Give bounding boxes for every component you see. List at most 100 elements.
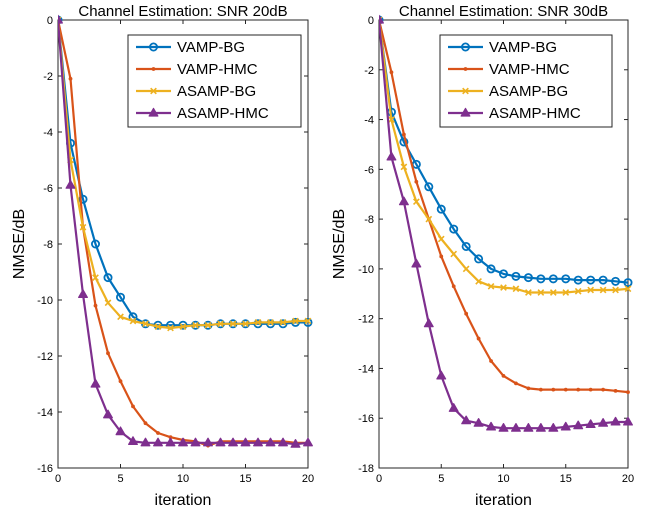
legend-item: ASAMP-BG: [136, 83, 256, 100]
data-point: [129, 317, 137, 325]
series-asamp-bg: [58, 16, 312, 332]
data-point: [401, 132, 406, 137]
data-point: [587, 286, 595, 294]
data-point: [560, 421, 571, 431]
data-point: [437, 235, 445, 243]
data-point: [79, 223, 87, 231]
data-point: [398, 196, 409, 206]
data-point: [511, 271, 521, 281]
data-point: [613, 388, 618, 393]
y-tick-label: -12: [358, 314, 374, 326]
legend-box: [439, 34, 613, 128]
y-tick-label: -16: [358, 413, 374, 425]
data-point: [576, 387, 581, 392]
data-point: [217, 320, 224, 328]
data-point: [464, 311, 469, 316]
data-point: [599, 286, 607, 294]
data-point: [90, 378, 101, 388]
data-point: [153, 437, 163, 447]
legend-label: ASAMP-HMC: [177, 105, 269, 122]
data-point: [611, 276, 621, 286]
legend-swatch-marker: [460, 107, 471, 117]
data-point: [548, 422, 559, 432]
data-point: [267, 319, 274, 326]
legend-swatch-marker: [460, 42, 470, 52]
y-tick-label: 0: [47, 15, 53, 27]
x-axis-title: iteration: [475, 492, 532, 509]
data-point: [523, 422, 534, 432]
chart-title: Channel Estimation: SNR 30dB: [399, 3, 608, 20]
data-point: [292, 317, 299, 325]
data-point: [240, 437, 251, 447]
data-point: [449, 224, 459, 234]
data-point: [601, 387, 606, 392]
data-point: [65, 180, 76, 189]
data-point: [229, 320, 237, 328]
data-point: [574, 287, 582, 295]
data-point: [623, 416, 633, 426]
data-point: [154, 323, 162, 330]
data-point: [451, 284, 456, 289]
legend-label: ASAMP-BG: [177, 83, 256, 100]
legend-item: ASAMP-BG: [448, 83, 568, 100]
data-point: [115, 426, 126, 436]
data-point: [573, 275, 583, 285]
data-point: [598, 418, 609, 427]
data-point: [290, 439, 301, 448]
data-point: [131, 404, 135, 409]
series-vamp-bg: [379, 15, 633, 288]
data-point: [436, 204, 446, 214]
data-point: [612, 286, 619, 294]
data-point: [486, 421, 497, 431]
legend-label: ASAMP-BG: [489, 83, 568, 100]
y-tick-label: -2: [364, 65, 374, 77]
data-point: [104, 299, 112, 307]
data-point: [561, 274, 571, 284]
data-point: [476, 336, 481, 341]
legend-swatch-marker: [151, 67, 156, 71]
series-vamp-hmc: [379, 18, 630, 394]
x-tick-label: 10: [497, 473, 509, 485]
data-point: [487, 282, 495, 290]
data-point: [117, 313, 124, 321]
legend-swatch-marker: [148, 42, 158, 52]
data-point: [91, 239, 101, 249]
data-point: [501, 374, 506, 378]
series-asamp-hmc: [58, 14, 313, 448]
data-point: [278, 437, 288, 447]
y-tick-label: -18: [358, 463, 374, 475]
data-point: [500, 284, 507, 291]
y-tick-label: -6: [43, 183, 53, 195]
data-point: [92, 274, 99, 281]
data-point: [78, 289, 88, 298]
data-point: [450, 250, 458, 258]
data-point: [128, 436, 138, 445]
data-point: [190, 437, 201, 447]
data-point: [586, 275, 596, 285]
data-point: [626, 390, 630, 394]
data-point: [551, 387, 556, 392]
legend-label: VAMP-BG: [489, 39, 557, 56]
data-point: [379, 14, 384, 24]
data-point: [116, 292, 126, 302]
x-tick-label: 20: [302, 473, 314, 485]
data-point: [461, 415, 472, 425]
data-point: [242, 320, 249, 328]
data-point: [624, 285, 632, 293]
y-tick-label: -6: [364, 164, 374, 176]
legend: VAMP-BG VAMP-HMC ASAMP-BG ASAMP-HMC: [439, 34, 613, 128]
series-asamp-bg: [379, 16, 632, 296]
legend-item: VAMP-BG: [136, 39, 245, 56]
data-point: [103, 409, 113, 419]
y-tick-label: -12: [37, 351, 53, 363]
data-point: [303, 437, 313, 447]
legend: VAMP-BG VAMP-HMC ASAMP-BG ASAMP-HMC: [127, 34, 302, 128]
legend-label: VAMP-HMC: [489, 61, 570, 78]
y-tick-label: -8: [364, 214, 374, 226]
series-asamp-hmc: [379, 14, 633, 432]
data-point: [562, 289, 570, 296]
data-point: [563, 387, 568, 392]
data-point: [103, 273, 113, 283]
legend-item: ASAMP-HMC: [448, 105, 581, 122]
data-point: [203, 437, 213, 447]
